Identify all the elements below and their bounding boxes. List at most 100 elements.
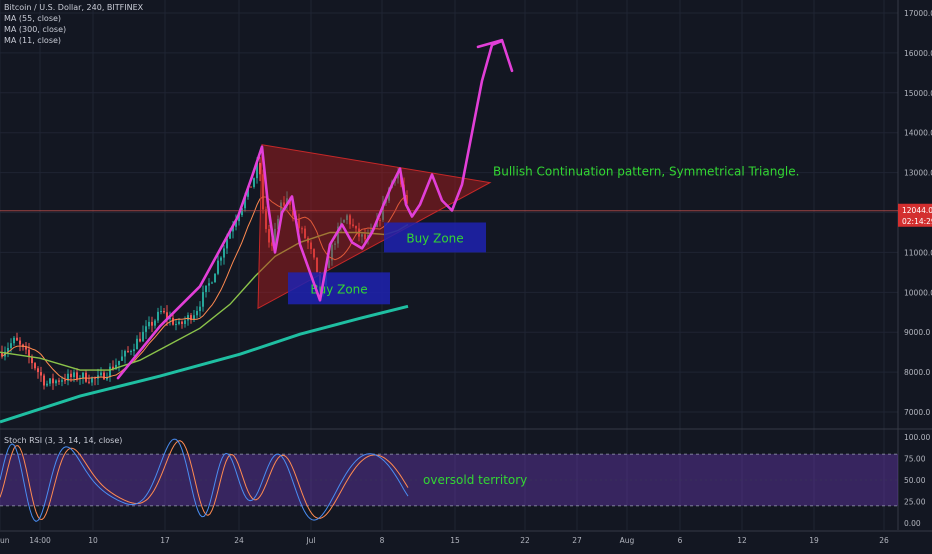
candle-body	[187, 315, 189, 321]
price-tag-countdown: 02:14:29	[902, 217, 932, 226]
candle-body	[160, 311, 162, 313]
candle-body	[139, 338, 141, 342]
stoch-tick-label: 100.00	[904, 433, 930, 442]
candle-body	[157, 311, 159, 321]
candle-body	[121, 356, 123, 361]
price-tick-label: 9000.0	[904, 328, 930, 337]
candle-body	[1, 352, 3, 357]
candle-body	[238, 215, 240, 222]
candle-body	[202, 292, 204, 307]
price-tick-label: 13000.0	[904, 169, 932, 178]
candle-body	[76, 372, 78, 380]
candle-body	[406, 195, 408, 204]
candle-body	[361, 234, 363, 237]
candle-body	[124, 350, 126, 357]
candle-body	[364, 234, 366, 240]
candle-body	[163, 311, 165, 313]
candle-body	[196, 311, 198, 316]
candle-body	[331, 244, 333, 261]
candle-body	[28, 349, 30, 357]
ma300-line	[0, 304, 409, 424]
candle-body	[337, 226, 339, 244]
candle-body	[226, 238, 228, 249]
price-tag-value: 12044.0	[902, 206, 932, 215]
time-tick-label: 27	[572, 536, 582, 545]
candle-body	[199, 306, 201, 312]
candle-body	[310, 242, 312, 250]
candle-body	[55, 380, 57, 384]
price-tick-label: 16000.0	[904, 49, 932, 58]
candle-body	[208, 283, 210, 286]
candle-body	[304, 228, 306, 238]
candle-body	[256, 162, 258, 179]
candle-body	[82, 372, 84, 378]
candle-body	[103, 372, 105, 380]
time-tick-label: 6	[678, 536, 683, 545]
candle-body	[118, 360, 120, 365]
stoch-rsi-title: Stoch RSI (3, 3, 14, 14, close)	[4, 436, 123, 445]
candle-body	[205, 285, 207, 293]
time-tick-label: 15	[450, 536, 460, 545]
time-tick-label: 17	[160, 536, 170, 545]
candle-body	[241, 208, 243, 216]
candle-body	[349, 215, 351, 225]
candle-body	[91, 377, 93, 383]
candle-body	[286, 198, 288, 206]
candle-body	[100, 372, 102, 376]
legend-ma11: MA (11, close)	[4, 36, 62, 45]
ma11-line	[1, 194, 408, 381]
stoch-k-line	[0, 438, 409, 522]
candle-body	[112, 366, 114, 370]
candle-body	[181, 321, 183, 324]
candle-body	[316, 257, 318, 272]
candle-body	[88, 381, 90, 383]
pattern-annotation: Bullish Continuation pattern, Symmetrica…	[493, 164, 799, 178]
time-tick-label: 8	[380, 536, 385, 545]
chart-title: Bitcoin / U.S. Dollar, 240, BITFINEX	[4, 3, 144, 12]
candle-body	[61, 380, 63, 382]
time-tick-label: 22	[520, 536, 530, 545]
candle-body	[34, 363, 36, 369]
candle-body	[148, 321, 150, 327]
candle-body	[178, 321, 180, 324]
candle-body	[265, 209, 267, 230]
time-tick-label: 26	[879, 536, 889, 545]
price-tick-label: 7000.0	[904, 408, 930, 417]
candle-body	[382, 202, 384, 220]
candle-body	[154, 320, 156, 326]
time-tick-label: 19	[809, 536, 819, 545]
candle-body	[7, 347, 9, 352]
candle-body	[73, 372, 75, 378]
time-tick-label: 12	[737, 536, 747, 545]
candle-body	[127, 350, 129, 352]
candle-body	[379, 219, 381, 221]
price-tag-box	[898, 203, 932, 227]
time-tick-label: Jul	[305, 536, 315, 545]
candle-body	[10, 343, 12, 348]
candle-body	[115, 364, 117, 370]
stoch-tick-label: 0.00	[904, 519, 921, 528]
arrowhead	[476, 38, 514, 73]
candle-body	[109, 366, 111, 377]
candle-body	[130, 351, 132, 353]
candle-body	[184, 320, 186, 324]
candle-body	[346, 215, 348, 220]
grid	[0, 0, 898, 530]
candle-body	[136, 338, 138, 350]
candle-body	[58, 380, 60, 382]
candle-body	[175, 323, 177, 325]
candle-body	[283, 202, 285, 206]
candle-body	[151, 321, 153, 326]
candle-body	[169, 317, 171, 319]
candle-body	[223, 248, 225, 258]
price-tick-label: 14000.0	[904, 129, 932, 138]
candle-body	[49, 378, 51, 384]
buy-zone-label-2: Buy Zone	[406, 231, 463, 245]
candle-body	[142, 331, 144, 342]
stoch-tick-label: 25.00	[904, 498, 926, 507]
candle-body	[43, 375, 45, 386]
candle-body	[253, 178, 255, 187]
time-tick-label: Aug	[620, 536, 635, 545]
